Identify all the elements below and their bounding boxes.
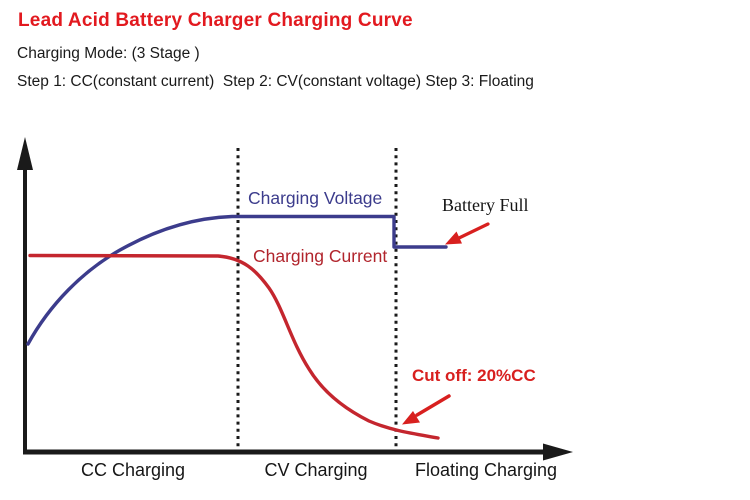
charging-mode-text: Charging Mode: (3 Stage ): [17, 45, 200, 62]
stage-label-cc-charging: CC Charging: [80, 460, 186, 480]
cutoff-annotation: Cut off: 20%CC: [412, 366, 536, 385]
battery-full-arrowhead-icon: [445, 231, 462, 245]
current-curve-label: Charging Current: [253, 246, 388, 266]
stage-label-cv-charging: CV Charging: [264, 460, 368, 480]
voltage-curve: [26, 214, 448, 346]
battery-full-arrow-line: [457, 222, 490, 240]
y-axis-arrowhead-icon: [17, 137, 33, 170]
cutoff-arrowhead-icon: [402, 411, 420, 425]
current-curve: [28, 253, 440, 440]
battery-full-annotation: Battery Full: [442, 195, 529, 215]
cutoff-arrow-line: [415, 394, 451, 417]
stage-label-floating-charging: Floating Charging: [414, 460, 558, 480]
page-title: Lead Acid Battery Charger Charging Curve: [18, 10, 413, 31]
x-axis-arrowhead-icon: [543, 443, 573, 461]
steps-text: Step 1: CC(constant current) Step 2: CV(…: [17, 73, 534, 90]
voltage-curve-label: Charging Voltage: [248, 188, 383, 208]
